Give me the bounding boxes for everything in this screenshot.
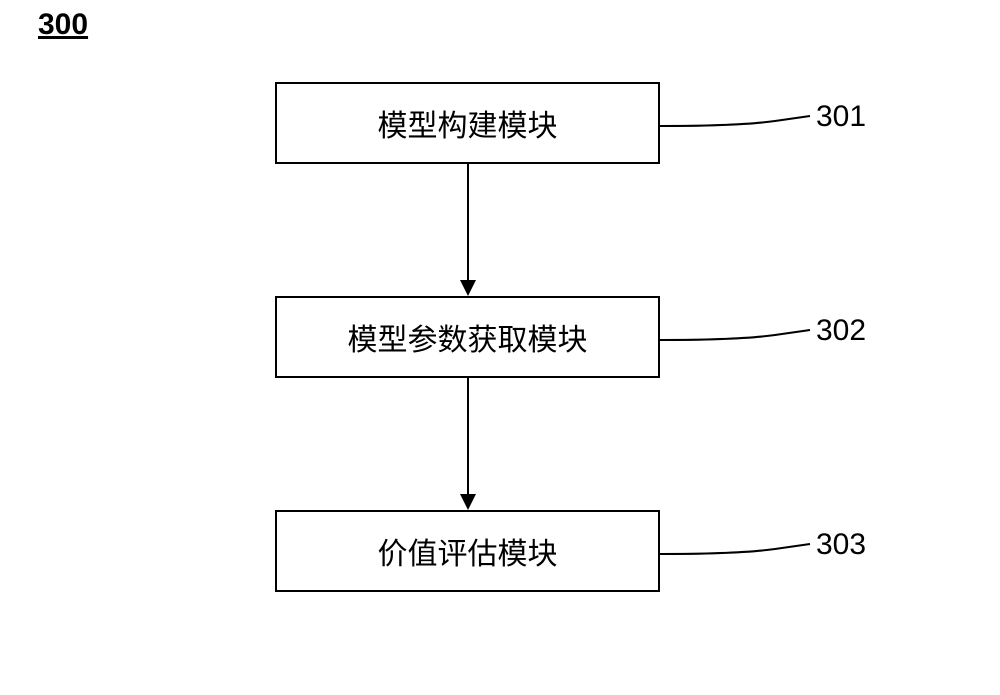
arrow-1-line <box>467 164 469 280</box>
flow-box-1: 模型构建模块 <box>275 82 660 164</box>
arrow-2-head <box>460 494 476 510</box>
diagram-title: 300 <box>38 8 88 42</box>
leader-3 <box>660 544 810 554</box>
ref-label-3: 303 <box>816 528 866 562</box>
ref-label-1: 301 <box>816 100 866 134</box>
flow-box-1-label: 模型构建模块 <box>378 101 558 145</box>
flow-box-2: 模型参数获取模块 <box>275 296 660 378</box>
leader-1 <box>660 116 810 126</box>
leader-2 <box>660 330 810 340</box>
flow-box-3: 价值评估模块 <box>275 510 660 592</box>
flow-box-2-label: 模型参数获取模块 <box>348 315 588 359</box>
arrow-1-head <box>460 280 476 296</box>
ref-label-2: 302 <box>816 314 866 348</box>
arrow-2-line <box>467 378 469 494</box>
flow-box-3-label: 价值评估模块 <box>378 529 558 573</box>
